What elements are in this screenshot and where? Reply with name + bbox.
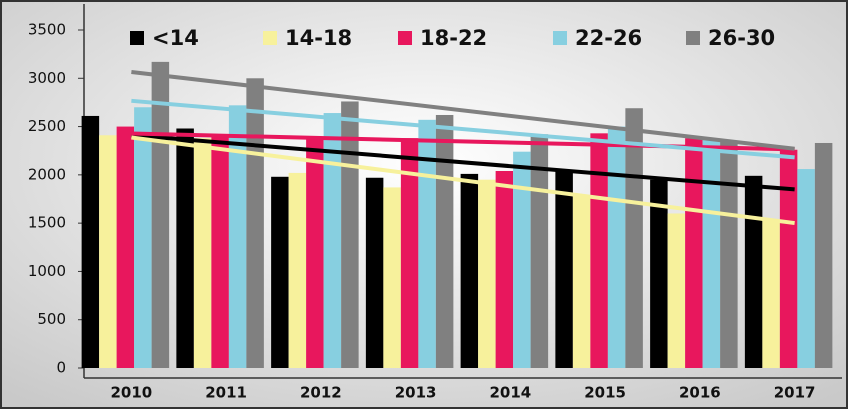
trend-line: [131, 98, 795, 160]
trend-line: [131, 135, 795, 226]
bar: [607, 126, 626, 368]
y-tick-label: 0: [56, 359, 66, 377]
x-tick-label: 2014: [490, 384, 532, 402]
bar: [99, 135, 117, 368]
bar: [151, 61, 170, 369]
bar: [478, 179, 496, 368]
bar: [555, 170, 573, 368]
x-tick-label: 2010: [111, 384, 153, 402]
legend-label: 22-26: [575, 26, 642, 50]
bar: [400, 138, 419, 368]
bar: [814, 142, 833, 368]
bar: [530, 134, 549, 368]
bar: [271, 176, 289, 368]
bar: [435, 114, 454, 369]
x-tick-label: 2016: [679, 384, 721, 402]
y-tick-label: 1000: [28, 262, 66, 280]
bar: [176, 128, 194, 368]
bar: [590, 133, 608, 368]
bar: [418, 119, 436, 368]
bar: [288, 172, 307, 368]
trend-line: [131, 133, 795, 192]
bar: [116, 126, 135, 368]
bar: [460, 173, 479, 368]
y-tick-label: 2500: [28, 117, 66, 135]
y-tick-label: 500: [37, 310, 66, 328]
x-tick-label: 2017: [774, 384, 816, 402]
bar: [365, 177, 384, 368]
legend-label: <14: [152, 26, 199, 50]
bar: [228, 105, 247, 368]
x-tick-label: 2011: [205, 384, 247, 402]
bar: [495, 170, 514, 368]
legend-swatch: [686, 31, 700, 45]
x-tick-label: 2012: [300, 384, 342, 402]
bar: [81, 115, 100, 368]
bar: [306, 138, 324, 368]
bar: [193, 138, 212, 368]
legend-label: 14-18: [285, 26, 352, 50]
bar: [779, 149, 798, 368]
trend-line: [131, 70, 795, 151]
bar: [720, 141, 738, 368]
legend-swatch: [263, 31, 277, 45]
legend-swatch: [398, 31, 412, 45]
bar: [572, 196, 591, 368]
bar: [625, 108, 643, 369]
bar: [211, 136, 229, 368]
y-tick-label: 3000: [28, 69, 66, 87]
bar: [667, 213, 686, 368]
legend-label: 18-22: [420, 26, 487, 50]
x-tick-label: 2015: [584, 384, 626, 402]
bar: [685, 138, 703, 368]
bar: [762, 219, 780, 368]
legend-swatch: [130, 31, 144, 45]
y-tick-label: 1500: [28, 214, 66, 232]
bar: [341, 101, 359, 368]
bar: [323, 113, 342, 369]
legend-swatch: [553, 31, 567, 45]
bar: [246, 78, 264, 369]
legend-label: 26-30: [708, 26, 775, 50]
bar: [513, 151, 531, 368]
bar: [650, 179, 668, 368]
y-tick-label: 2000: [28, 165, 66, 183]
bar: [797, 169, 815, 368]
bar: [744, 175, 763, 368]
bar: [134, 107, 152, 368]
bar: [383, 187, 401, 368]
x-tick-label: 2013: [395, 384, 437, 402]
y-tick-label: 3500: [28, 21, 66, 39]
bar: [702, 140, 721, 368]
